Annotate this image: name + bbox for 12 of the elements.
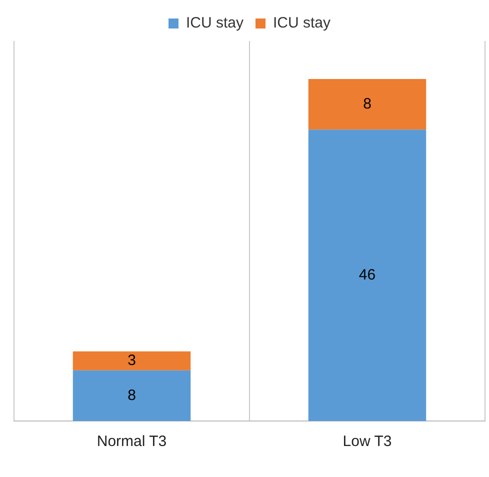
legend-label: ICU stay [273, 14, 332, 32]
bar [72, 370, 191, 421]
bar [72, 351, 191, 370]
x-tick-label: Low T3 [342, 433, 392, 450]
bar [308, 130, 426, 421]
legend-label: ICU stay [186, 14, 244, 32]
data-label: 3 [128, 352, 136, 369]
bar [308, 79, 426, 130]
data-label: 8 [128, 386, 136, 404]
data-label: 46 [358, 266, 376, 284]
x-tick-label: Normal T3 [96, 433, 167, 450]
data-label: 8 [363, 95, 372, 112]
